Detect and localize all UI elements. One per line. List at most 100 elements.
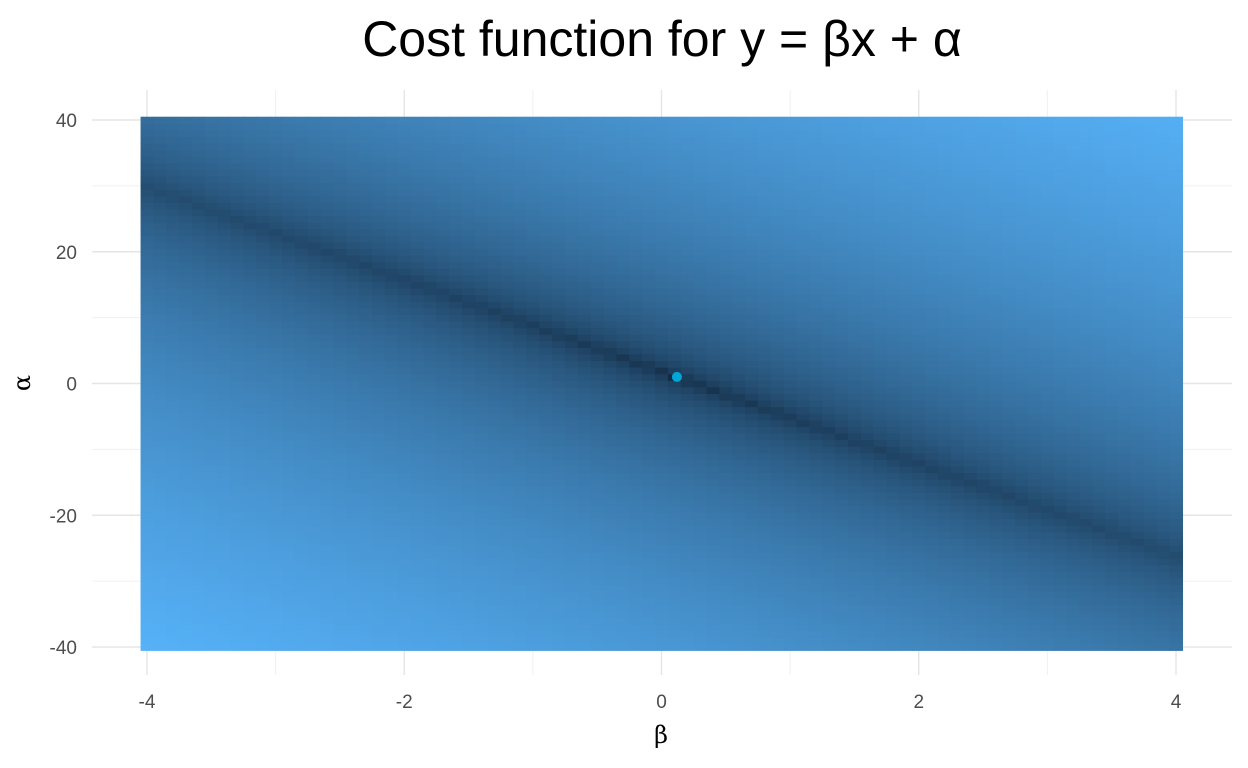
heatmap-cell (449, 353, 463, 362)
heatmap-cell (320, 432, 335, 441)
heatmap-cell (552, 301, 566, 309)
heatmap-cell (1143, 334, 1158, 342)
heatmap-cell (397, 472, 412, 480)
heatmap-cell (950, 399, 965, 408)
heatmap-cell (565, 505, 579, 513)
heatmap-cell (757, 498, 772, 506)
heatmap-cell (822, 426, 836, 434)
heatmap-cell (976, 459, 991, 467)
heatmap-cell (1130, 301, 1145, 309)
heatmap-cell (243, 604, 257, 612)
heatmap-cell (1092, 604, 1106, 612)
heatmap-cell (153, 584, 167, 592)
heatmap-cell (732, 386, 746, 394)
heatmap-cell (294, 485, 309, 493)
heatmap-cell (1040, 485, 1055, 493)
heatmap-cell (1156, 347, 1171, 355)
heatmap-cell (770, 340, 785, 348)
heatmap-cell (410, 301, 425, 309)
heatmap-cell (513, 419, 528, 427)
heatmap-cell (294, 241, 309, 250)
heatmap-cell (1066, 505, 1081, 513)
heatmap-cell (590, 604, 605, 612)
heatmap-cell (963, 610, 978, 618)
heatmap-cell (320, 558, 335, 566)
heatmap-cell (616, 399, 630, 408)
heatmap-cell (732, 367, 746, 375)
heatmap-cell (616, 525, 630, 533)
heatmap-cell (1066, 571, 1081, 579)
heatmap-cell (809, 518, 823, 526)
heatmap-cell (822, 584, 836, 592)
heatmap-cell (1118, 591, 1132, 599)
heatmap-cell (423, 399, 437, 408)
heatmap-cell (462, 604, 476, 612)
heatmap-cell (474, 505, 489, 513)
heatmap-cell (166, 623, 180, 632)
heatmap-cell (1066, 261, 1081, 269)
heatmap-cell (526, 577, 540, 586)
heatmap-cell (410, 446, 425, 454)
heatmap-cell (925, 413, 939, 421)
heatmap-cell (938, 452, 952, 460)
heatmap-cell (912, 248, 926, 256)
heatmap-cell (153, 406, 167, 414)
heatmap-cell (912, 498, 926, 506)
heatmap-cell (860, 544, 875, 553)
heatmap-cell (719, 492, 733, 500)
heatmap-cell (860, 406, 875, 414)
heatmap-cell (1169, 564, 1184, 572)
heatmap-cell (513, 294, 528, 302)
heatmap-cell (963, 373, 978, 381)
heatmap-cell (410, 327, 425, 335)
heatmap-cell (938, 334, 952, 342)
heatmap-cell (410, 597, 425, 605)
heatmap-cell (860, 399, 875, 408)
heatmap-cell (616, 571, 630, 579)
heatmap-cell (642, 334, 656, 342)
heatmap-cell (140, 261, 155, 269)
heatmap-cell (565, 268, 579, 276)
heatmap-cell (1015, 604, 1029, 612)
heatmap-cell (796, 367, 811, 375)
heatmap-cell (179, 320, 193, 329)
heatmap-cell (204, 334, 219, 342)
heatmap-cell (642, 459, 656, 467)
heatmap-cell (1105, 320, 1119, 329)
heatmap-cell (359, 544, 373, 553)
heatmap-cell (719, 261, 733, 269)
heatmap-cell (925, 643, 939, 651)
heatmap-cell (1066, 564, 1081, 572)
heatmap-cell (577, 334, 592, 342)
heatmap-cell (886, 577, 901, 586)
heatmap-cell (256, 511, 270, 520)
heatmap-cell (950, 617, 965, 625)
heatmap-cell (757, 472, 772, 480)
heatmap-cell (1143, 479, 1158, 487)
heatmap-cell (333, 301, 347, 309)
heatmap-cell (590, 544, 605, 553)
heatmap-cell (616, 505, 630, 513)
heatmap-cell (243, 360, 257, 368)
heatmap-cell (629, 287, 643, 296)
heatmap-cell (796, 591, 811, 599)
heatmap-cell (783, 558, 798, 566)
heatmap-cell (294, 531, 309, 539)
heatmap-cell (256, 492, 270, 500)
heatmap-cell (384, 518, 399, 526)
heatmap-cell (693, 446, 708, 454)
heatmap-cell (449, 373, 463, 381)
heatmap-cell (873, 255, 888, 263)
heatmap-cell (577, 380, 592, 388)
heatmap-cell (526, 320, 540, 329)
heatmap-cell (757, 610, 772, 618)
heatmap-cell (294, 419, 309, 427)
heatmap-cell (1105, 274, 1119, 282)
heatmap-cell (912, 544, 926, 553)
heatmap-cell (1118, 584, 1132, 592)
heatmap-cell (179, 538, 193, 546)
heatmap-cell (848, 360, 862, 368)
heatmap-cell (256, 584, 270, 592)
heatmap-cell (1143, 604, 1158, 612)
heatmap-cell (166, 432, 180, 441)
